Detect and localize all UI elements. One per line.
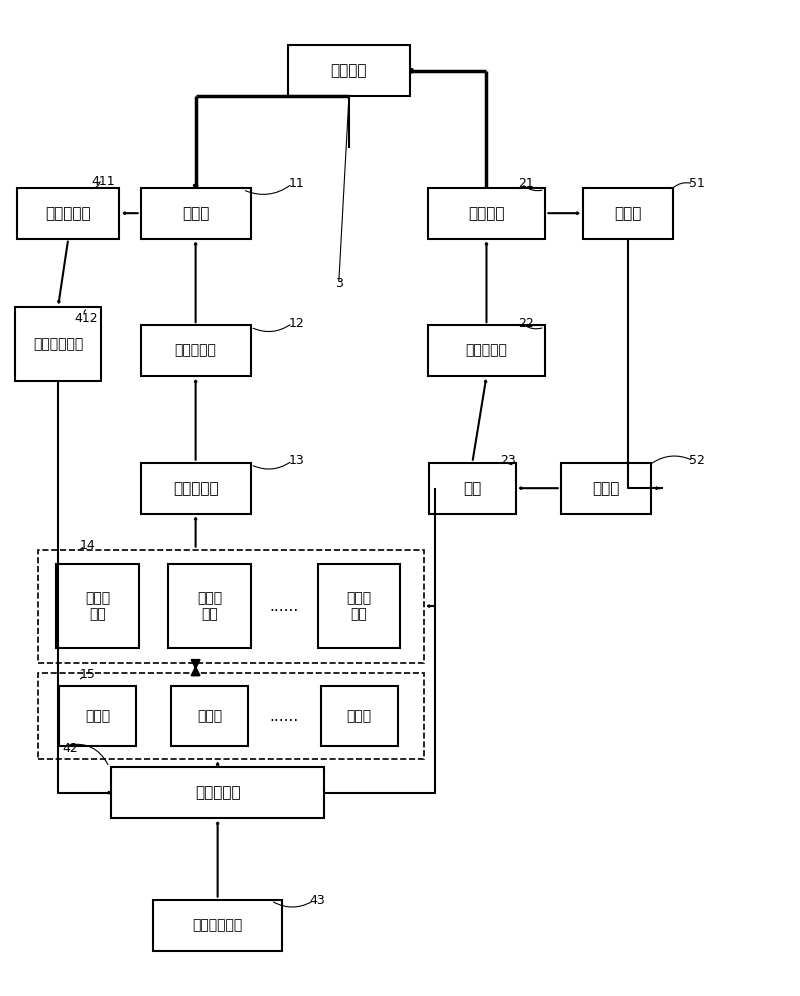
Text: 位移传感器: 位移传感器 xyxy=(46,206,91,221)
Text: 43: 43 xyxy=(310,894,326,907)
Text: 变频器: 变频器 xyxy=(592,481,620,496)
Text: ......: ...... xyxy=(270,599,299,614)
Bar xyxy=(38,673,423,759)
Text: 气动刹车盘: 气动刹车盘 xyxy=(173,481,218,496)
Text: 绕制卷料: 绕制卷料 xyxy=(330,64,367,79)
Bar xyxy=(141,463,250,514)
Bar xyxy=(15,307,102,380)
Bar xyxy=(141,325,250,376)
Text: 收卷机转轴: 收卷机转轴 xyxy=(466,344,507,358)
Bar xyxy=(171,685,248,746)
Text: 13: 13 xyxy=(288,454,304,467)
Text: 15: 15 xyxy=(80,668,96,681)
Bar xyxy=(59,685,136,746)
Bar xyxy=(321,685,398,746)
Text: 412: 412 xyxy=(74,312,98,325)
Text: 电位器: 电位器 xyxy=(614,206,642,221)
Text: 22: 22 xyxy=(518,317,534,330)
Text: 42: 42 xyxy=(62,742,78,755)
Text: 51: 51 xyxy=(690,177,705,190)
Text: 气压源: 气压源 xyxy=(85,709,110,723)
Bar xyxy=(141,187,250,239)
Bar xyxy=(17,187,119,239)
Text: 空压制
动器: 空压制 动器 xyxy=(197,591,222,622)
Text: 21: 21 xyxy=(518,177,534,190)
Text: 绕制载体: 绕制载体 xyxy=(468,206,505,221)
Bar xyxy=(582,187,673,239)
Bar xyxy=(288,45,410,97)
Bar xyxy=(153,899,282,951)
Text: 23: 23 xyxy=(501,454,516,467)
Text: 411: 411 xyxy=(91,175,114,188)
Text: 52: 52 xyxy=(690,454,705,467)
Bar xyxy=(561,463,651,514)
Bar xyxy=(318,565,400,647)
Bar xyxy=(429,463,515,514)
Text: 12: 12 xyxy=(288,317,304,330)
Bar xyxy=(427,325,546,376)
Text: 空压制
动器: 空压制 动器 xyxy=(346,591,372,622)
Text: 气压源: 气压源 xyxy=(346,709,372,723)
Bar xyxy=(169,565,251,647)
Bar xyxy=(111,767,324,818)
Text: 14: 14 xyxy=(80,539,96,552)
Text: 电机: 电机 xyxy=(463,481,482,496)
Text: 开卷筒: 开卷筒 xyxy=(182,206,210,221)
Bar xyxy=(427,187,546,239)
Text: 参数输入单元: 参数输入单元 xyxy=(193,918,242,932)
Text: 开卷机转轴: 开卷机转轴 xyxy=(174,344,217,358)
Bar xyxy=(38,550,423,662)
Text: 调节控制器: 调节控制器 xyxy=(195,785,241,800)
Text: 信号转换单元: 信号转换单元 xyxy=(33,337,83,351)
Text: 气压源: 气压源 xyxy=(197,709,222,723)
Text: 11: 11 xyxy=(288,177,304,190)
Text: ......: ...... xyxy=(270,708,299,723)
Bar xyxy=(56,565,138,647)
Text: 3: 3 xyxy=(335,278,343,291)
Text: 空压制
动器: 空压制 动器 xyxy=(85,591,110,622)
